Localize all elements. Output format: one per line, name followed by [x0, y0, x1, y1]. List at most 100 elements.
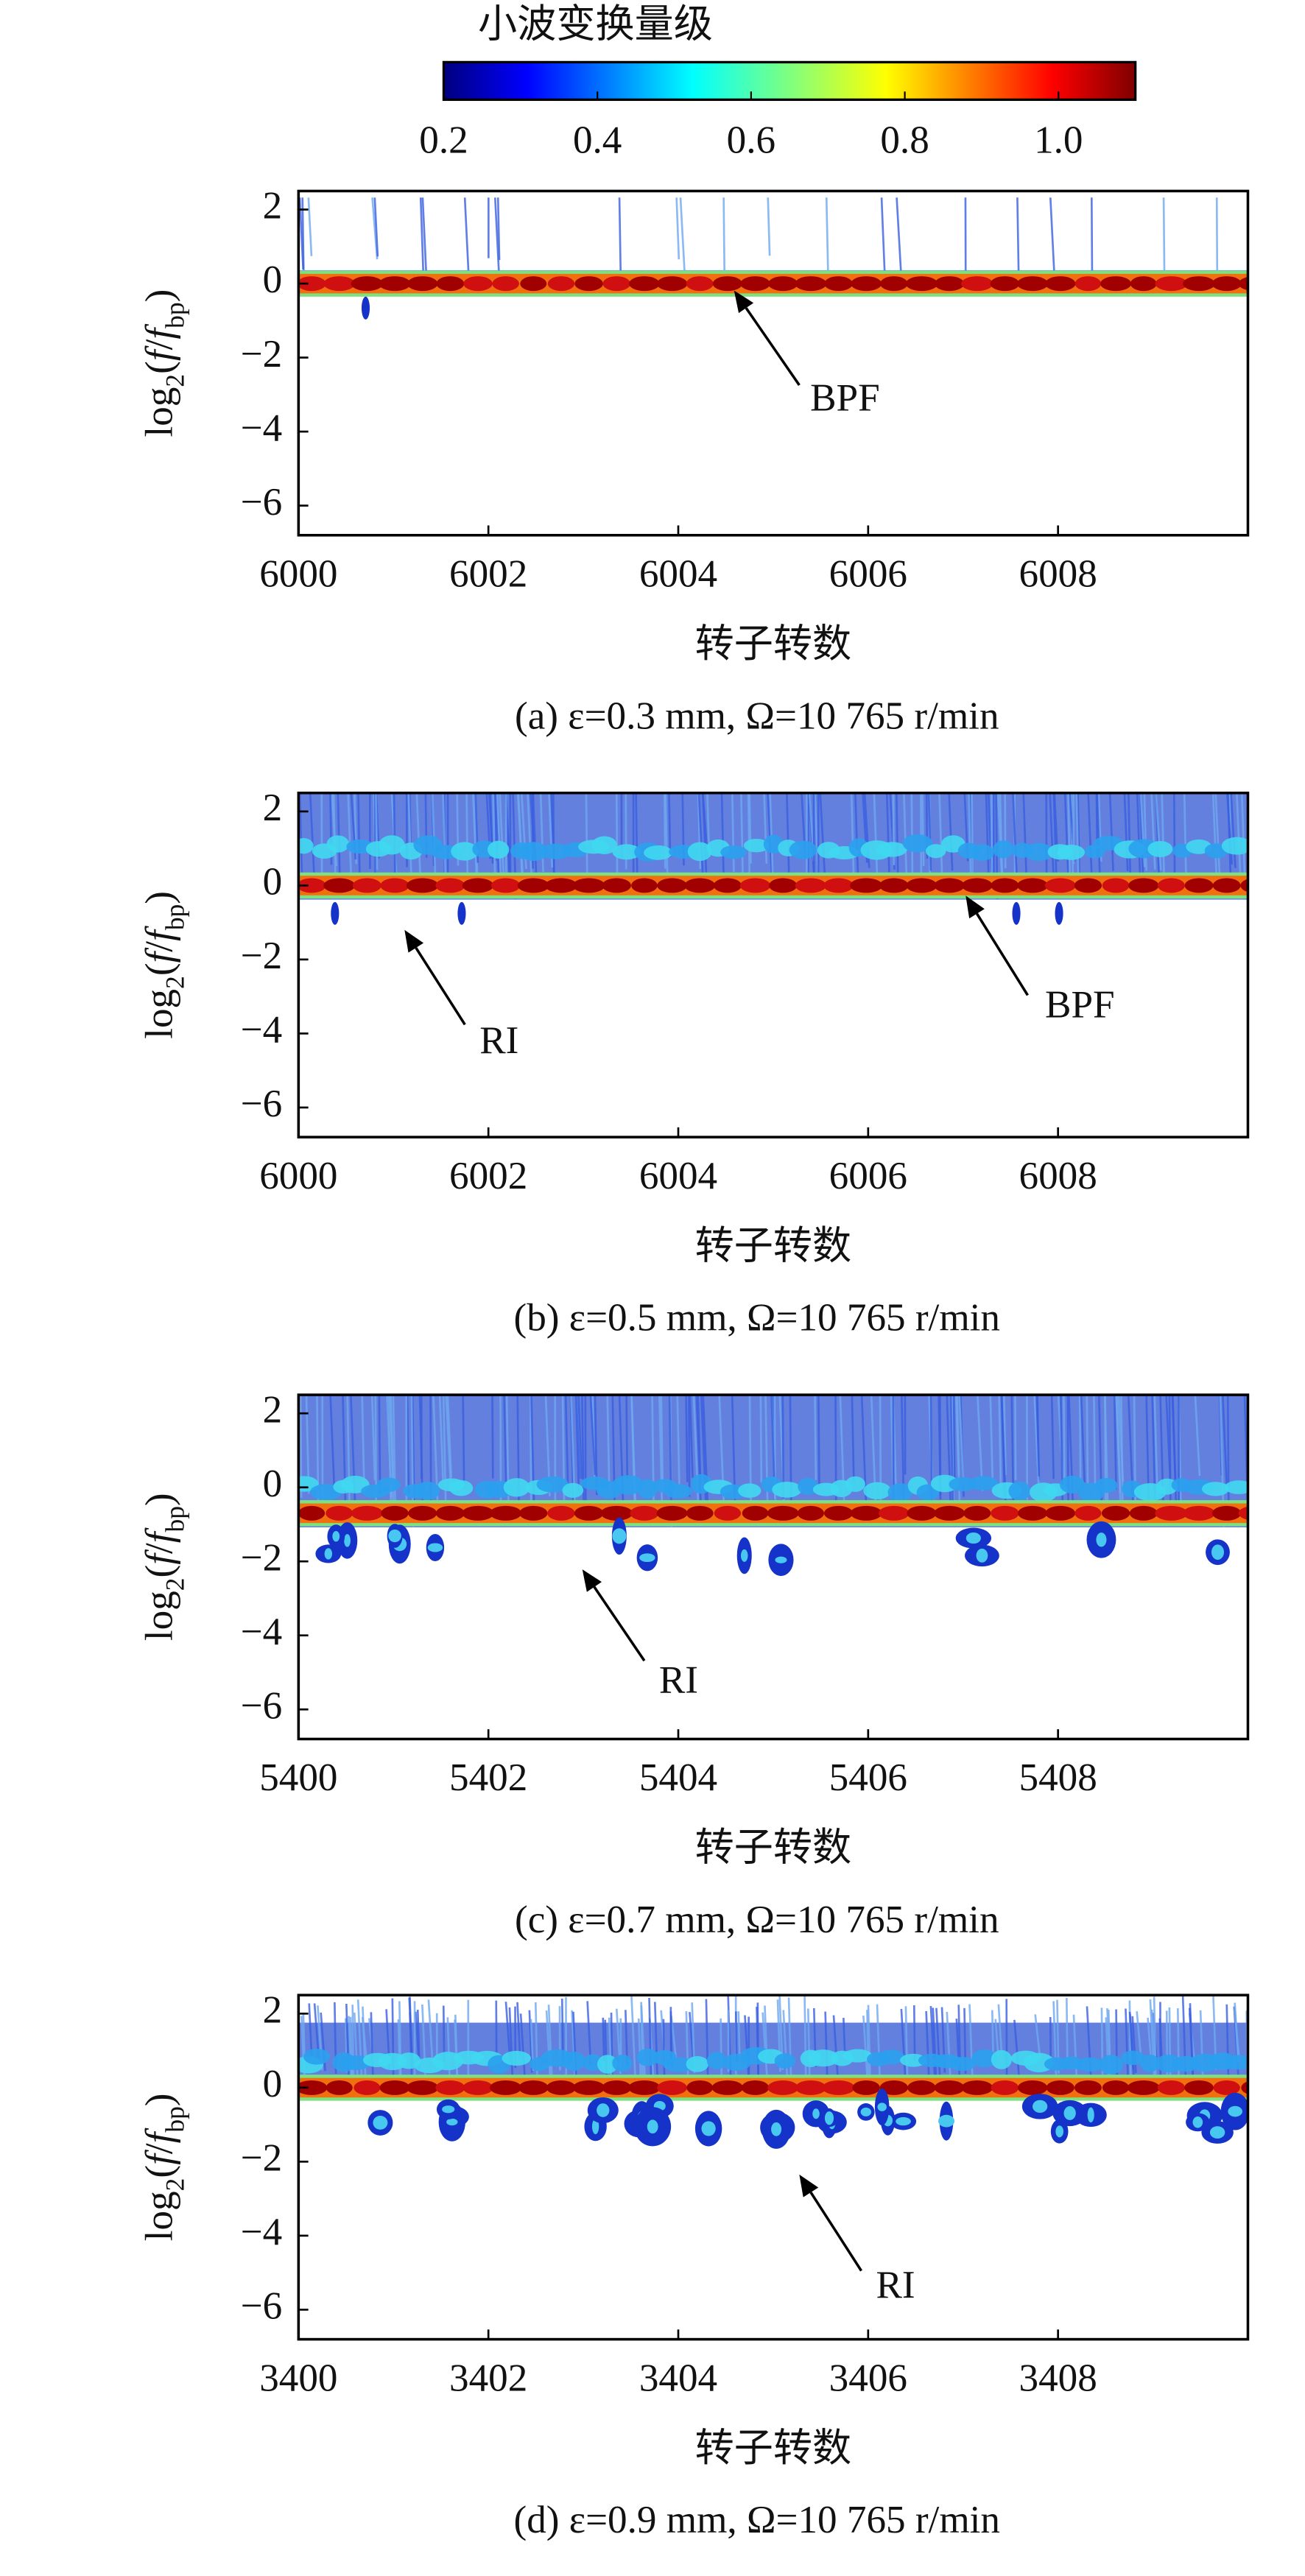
scalogram-blob: [706, 2052, 727, 2070]
scalogram-blob: [789, 840, 817, 859]
scalogram-streak: [575, 1395, 581, 1479]
scalogram-blob: [798, 1477, 818, 1495]
scalogram-streak: [1014, 1395, 1017, 1481]
y-axis-label-part: /: [138, 1543, 181, 1554]
scalogram-blob: [878, 2049, 905, 2064]
scalogram-ridge-core: [1016, 276, 1049, 292]
scalogram-streak: [1120, 1395, 1124, 1513]
scalogram-blob: [720, 845, 747, 859]
scalogram-streak: [989, 1395, 994, 1485]
scalogram-streak: [748, 792, 752, 864]
scalogram-streak: [817, 1395, 820, 1487]
scalogram-blob: [1099, 2055, 1124, 2074]
scalogram-ridge-core: [991, 1505, 1019, 1521]
scalogram-streak: [307, 197, 313, 256]
scalogram-ridge-core: [1046, 2080, 1074, 2095]
scalogram-streak: [998, 1395, 1002, 1493]
scalogram-streak: [471, 792, 479, 887]
plot-frame: [297, 1993, 1250, 2341]
x-axis-label: 转子转数: [695, 621, 852, 666]
scalogram-blob: [331, 901, 340, 925]
scalogram-ridge-core: [407, 2080, 439, 2095]
scalogram-streak: [1150, 792, 1156, 870]
scalogram-blob: [373, 2116, 388, 2130]
scalogram-ridge-core: [824, 276, 853, 292]
y-axis-label-part: /: [138, 941, 181, 952]
scalogram-blob: [812, 2108, 820, 2119]
scalogram-ridge-core: [435, 1505, 465, 1521]
scalogram-blob: [332, 1531, 340, 1542]
scalogram-streak: [635, 792, 639, 879]
scalogram-ridge-core: [797, 1505, 824, 1521]
scalogram-streak: [814, 1395, 817, 1480]
scalogram-ridge-core: [436, 276, 465, 292]
scalogram-ridge-core: [547, 1505, 575, 1521]
scalogram-streak: [1155, 792, 1162, 870]
annotation-arrow: [593, 1586, 646, 1662]
scalogram-ridge-core: [326, 2080, 353, 2095]
scalogram-ridge-core: [520, 276, 547, 292]
scalogram-ridge-core: [768, 276, 798, 292]
scalogram-streak: [1240, 792, 1246, 876]
scalogram-ridge-core: [628, 2080, 661, 2095]
y-axis-label-part: f: [138, 345, 181, 361]
scalogram-streak: [504, 2002, 511, 2061]
scalogram-blob: [743, 838, 770, 853]
scalogram-streak: [900, 2008, 907, 2084]
scalogram-streak: [1087, 792, 1093, 875]
scalogram-ridge-core: [823, 1505, 854, 1521]
scalogram-streak: [670, 2015, 678, 2058]
scalogram-streak: [770, 1395, 775, 1477]
scalogram-ridge-core: [1184, 2080, 1214, 2095]
annotation-arrowhead: [799, 2174, 819, 2197]
scalogram-streak: [361, 1395, 365, 1494]
scalogram-ridge-core: [380, 878, 409, 893]
y-tick-label: 0: [263, 2063, 283, 2105]
scalogram-ridge-core: [1238, 1506, 1248, 1520]
scalogram-ridge-core: [547, 276, 575, 292]
x-tick-label: 6002: [449, 1155, 527, 1197]
y-tick-label: −2: [241, 935, 283, 977]
scalogram-streak: [393, 792, 396, 874]
scalogram-streak: [1168, 2007, 1172, 2088]
scalogram-ridge-core: [435, 2080, 465, 2095]
scalogram-blob: [1228, 2105, 1242, 2117]
scalogram-blob: [503, 1478, 530, 1497]
scalogram-streak: [1230, 792, 1237, 868]
scalogram-ridge-core: [1102, 2080, 1130, 2095]
scalogram-blob: [1221, 837, 1248, 855]
annotation: BPF: [1045, 983, 1115, 1026]
scalogram-blob: [807, 2049, 840, 2067]
scalogram-streak: [885, 792, 890, 873]
scalogram-blob: [415, 1481, 440, 1500]
scalogram-ridge-core: [656, 276, 688, 292]
x-tick-label: 3408: [1019, 2357, 1097, 2399]
y-axis-label-part: ): [138, 891, 181, 904]
annotation-arrowhead: [582, 1569, 602, 1592]
y-axis-label: log2(f/fbp): [138, 1493, 190, 1641]
scalogram-streak: [539, 792, 544, 873]
scalogram-streak: [527, 792, 533, 884]
scalogram-streak: [560, 1999, 564, 2061]
scalogram-blob: [938, 2114, 955, 2128]
x-tick-label: 6008: [1019, 553, 1097, 596]
y-tick-label: 0: [263, 1463, 283, 1505]
scalogram-ridge-core: [1017, 2080, 1048, 2095]
scalogram-ridge-core: [1074, 2080, 1102, 2095]
scalogram-streak: [1221, 1395, 1228, 1490]
scalogram-blob: [860, 2107, 872, 2116]
y-axis-label: log2(f/fbp): [138, 891, 190, 1039]
x-tick-label: 6006: [829, 553, 907, 596]
y-axis-label-part: bp: [161, 2106, 190, 2132]
plot-frame: [297, 791, 1250, 1139]
scalogram-streak: [867, 2005, 872, 2086]
scalogram-ridge-core: [795, 276, 827, 292]
scalogram-ridge-core: [1238, 277, 1248, 291]
scalogram-blob: [738, 1483, 761, 1498]
scalogram-streak: [819, 792, 826, 879]
scalogram-streak: [787, 1997, 792, 2090]
scalogram-streak: [921, 792, 925, 867]
scalogram-ridge-core: [602, 2080, 632, 2095]
scalogram-streak: [929, 2006, 937, 2085]
scalogram-ridge-core: [1044, 276, 1076, 292]
